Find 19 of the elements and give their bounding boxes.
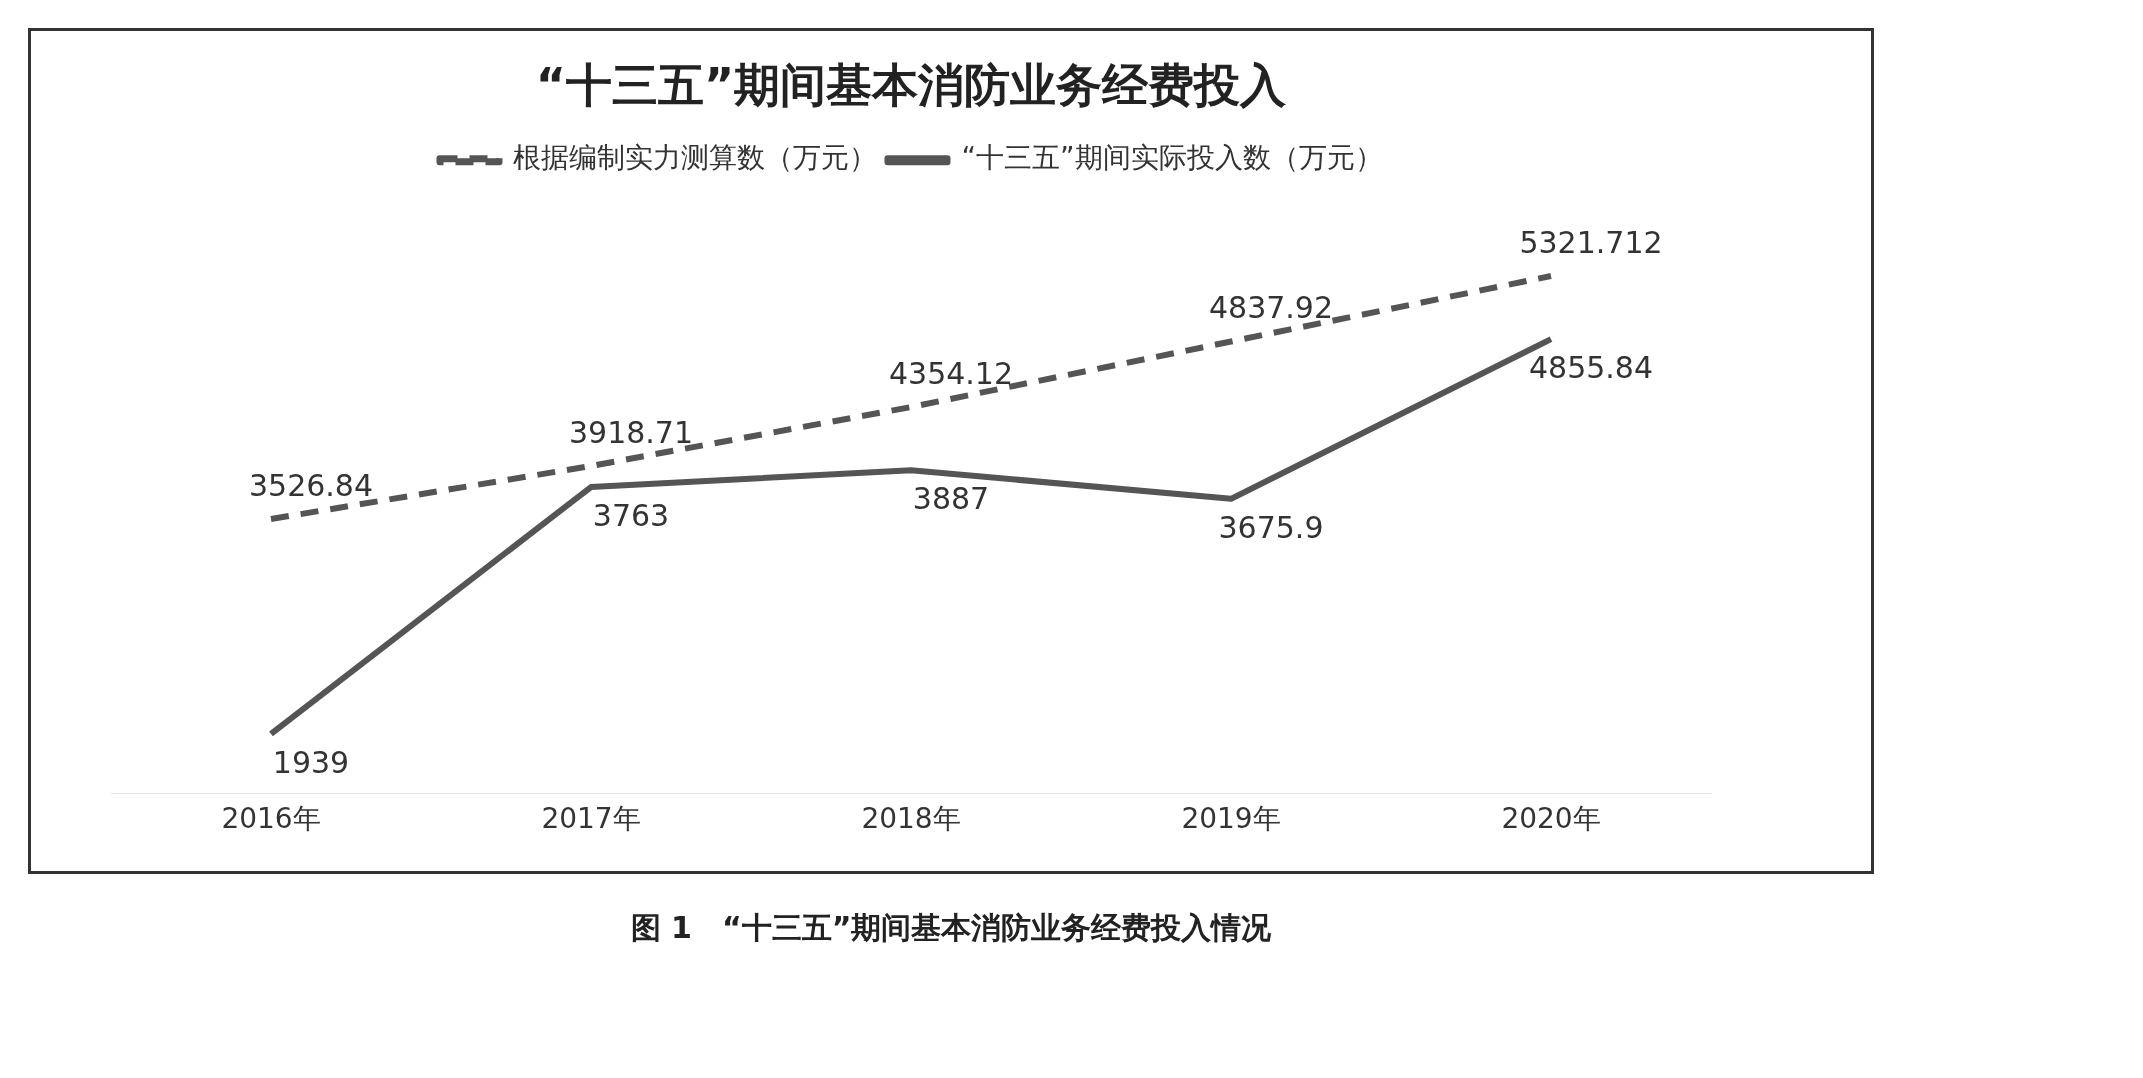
- legend-label: “十三五”期间实际投入数（万元）: [961, 141, 1383, 175]
- x-tick-label: 2017年: [541, 802, 641, 836]
- data-label: 3526.84: [248, 467, 374, 503]
- x-tick-label: 2020年: [1501, 802, 1601, 836]
- data-label: 4837.92: [1208, 290, 1334, 326]
- data-label: 5321.712: [1519, 224, 1663, 260]
- x-tick-label: 2016年: [221, 802, 321, 836]
- data-label: 3763: [592, 497, 670, 533]
- data-label: 4354.12: [888, 355, 1014, 391]
- data-label: 1939: [272, 744, 350, 780]
- chart-title: “十三五”期间基本消防业务经费投入: [535, 57, 1288, 112]
- legend-label: 根据编制实力测算数（万元）: [513, 141, 878, 175]
- data-label: 3675.9: [1218, 509, 1324, 545]
- data-label: 4855.84: [1528, 349, 1654, 385]
- data-label: 3918.71: [568, 414, 694, 450]
- x-tick-label: 2018年: [861, 802, 961, 836]
- x-tick-label: 2019年: [1181, 802, 1281, 836]
- caption: 图 1 “十三五”期间基本消防业务经费投入情况: [629, 909, 1273, 947]
- data-label: 3887: [912, 481, 990, 517]
